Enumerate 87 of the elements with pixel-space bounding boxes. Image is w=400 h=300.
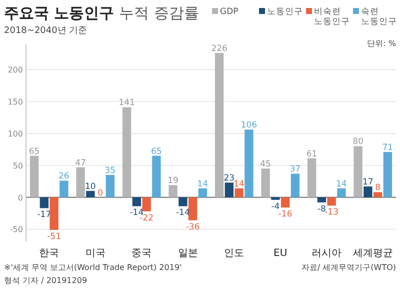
data-label: 19	[168, 176, 178, 186]
bar	[244, 130, 254, 198]
bar	[132, 197, 142, 206]
data-label: 65	[151, 146, 162, 157]
data-label: -36	[186, 222, 200, 232]
data-label: 23	[224, 174, 235, 184]
bar	[234, 188, 244, 198]
data-label: 10	[85, 182, 96, 192]
bar	[224, 182, 234, 198]
bar	[168, 185, 178, 198]
data-label: 71	[382, 142, 394, 153]
bar	[307, 158, 316, 198]
data-label: -13	[324, 208, 339, 218]
chart-subtitle: 누적 증감률	[119, 4, 200, 22]
data-label: 37	[290, 164, 301, 175]
legend-label: GDP	[220, 7, 238, 17]
bar	[364, 186, 372, 198]
bar	[373, 192, 382, 198]
x-tick-label: 러시아	[312, 248, 342, 259]
text: 자료/ 세계무역기구(WTO)	[301, 263, 396, 272]
data-label: 141	[118, 98, 135, 108]
y-tick-label: 50	[12, 161, 23, 170]
bar	[317, 197, 326, 202]
data-label: 106	[240, 120, 258, 131]
x-tick-label: 일본	[178, 248, 198, 259]
data-label: 80	[352, 137, 364, 148]
bar	[40, 197, 49, 208]
bar	[261, 168, 270, 198]
bar	[327, 197, 336, 206]
x-tick-label: 중국	[132, 248, 152, 259]
data-label: 14	[197, 179, 208, 190]
legend-label: 노동인구	[267, 7, 303, 17]
bar	[337, 188, 346, 198]
bar	[290, 174, 300, 198]
x-tick-label: 한국	[39, 248, 60, 259]
bar	[86, 190, 95, 198]
bar	[142, 197, 151, 212]
data-label: 61	[306, 149, 318, 160]
data-label: -8	[317, 204, 326, 214]
data-label: 47	[75, 158, 86, 168]
y-tick-label: -50	[10, 225, 23, 234]
bar	[271, 197, 280, 200]
bar	[383, 152, 392, 198]
data-label: 8	[375, 183, 381, 194]
x-tick-label: 인도	[224, 248, 244, 259]
bar	[354, 146, 362, 198]
bar	[198, 188, 208, 198]
legend-label: 숙련 노동인구	[361, 7, 397, 27]
data-label: -16	[278, 210, 292, 220]
data-label: 17	[362, 177, 374, 188]
y-tick-label: 0	[18, 193, 23, 202]
text: 형석 기자 / 20191209	[4, 276, 88, 285]
bar	[280, 197, 290, 208]
data-label: 14	[336, 179, 347, 190]
x-tick-label: 미국	[85, 248, 106, 259]
data-label: -51	[47, 232, 62, 242]
data-label: -22	[140, 213, 154, 224]
bar	[178, 197, 188, 206]
data-label: -14	[176, 208, 190, 218]
legend-title: 2018~2040년 기준	[4, 26, 88, 36]
chart-title: 주요국 노동인구	[4, 4, 114, 22]
data-label: 35	[104, 166, 116, 176]
annotation: 단위: %	[367, 39, 396, 48]
y-tick-label: 100	[8, 129, 23, 138]
text: ※'세계 무역 보고서(World Trade Report) 2019'	[4, 263, 182, 272]
bar	[214, 52, 224, 198]
bar	[188, 197, 198, 220]
data-label: 226	[211, 44, 228, 54]
data-label: -17	[37, 210, 52, 220]
x-tick-label: EU	[274, 248, 288, 259]
bar	[30, 156, 39, 198]
y-tick-label: 150	[8, 97, 23, 106]
data-label: 0	[98, 188, 104, 198]
x-tick-label: 세계평균	[352, 248, 393, 259]
bar	[152, 156, 161, 198]
data-label: 65	[28, 146, 40, 157]
data-label: -4	[271, 202, 280, 212]
bar	[76, 167, 85, 198]
legend-label: 비숙련 노동인구	[314, 7, 350, 27]
y-tick-label: 200	[8, 66, 23, 75]
bar	[106, 174, 115, 198]
bar	[50, 197, 58, 230]
data-label: 45	[260, 160, 271, 170]
data-label: 14	[234, 179, 244, 190]
bar	[122, 107, 132, 198]
bar	[60, 180, 68, 198]
data-label: 26	[58, 172, 70, 182]
